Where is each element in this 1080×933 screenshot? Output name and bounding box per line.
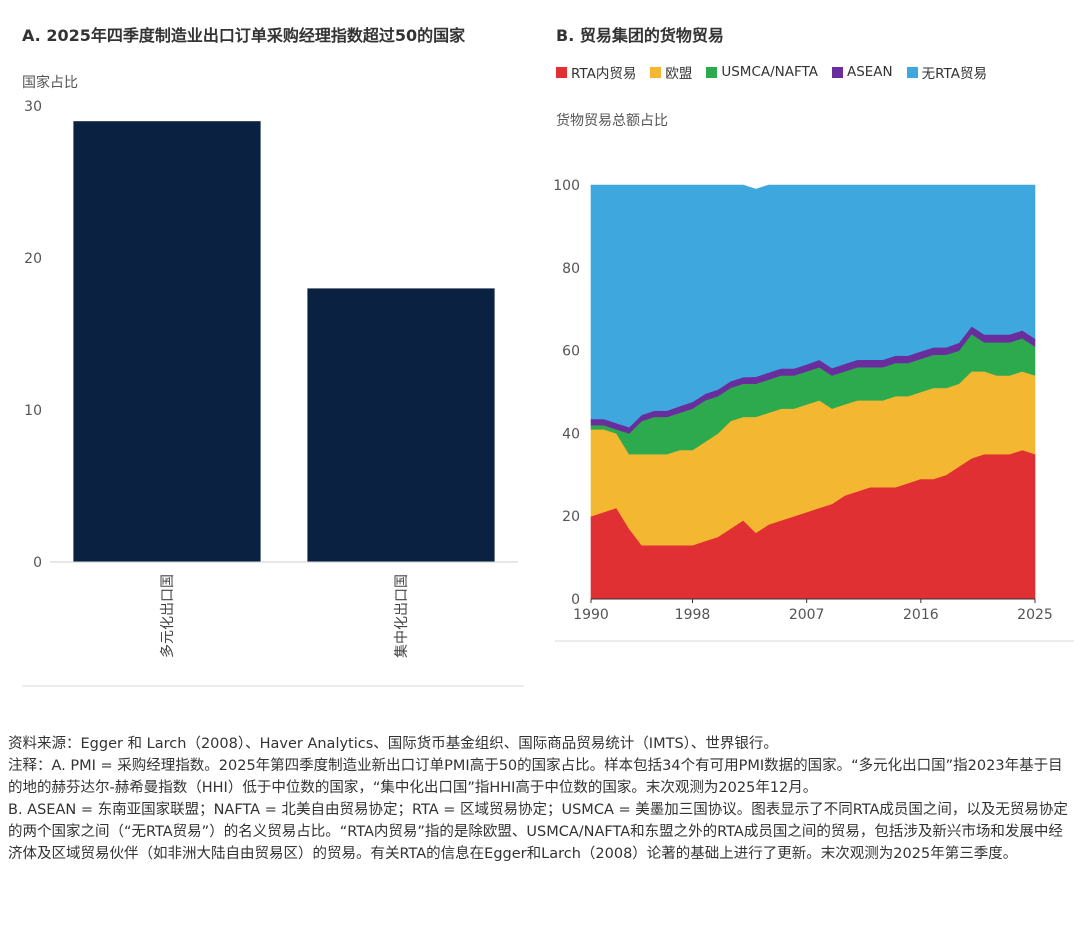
legend-swatch xyxy=(906,66,918,78)
x-tick-label: 2016 xyxy=(903,607,939,623)
note-a: 注释：A. PMI = 采购经理指数。2025年第四季度制造业新出口订单PMI高… xyxy=(8,758,1063,796)
legend-item: RTA内贸易 xyxy=(556,62,636,82)
legend-label: 欧盟 xyxy=(665,66,693,82)
bar-2 xyxy=(307,288,495,562)
legend-label: RTA内贸易 xyxy=(571,66,637,82)
panel-a-title: A. 2025年四季度制造业出口订单采购经理指数超过50的国家 xyxy=(22,26,466,45)
x-tick-label: 多元化出口国 xyxy=(159,574,176,658)
x-tick-label: 集中化出口国 xyxy=(393,574,410,658)
legend-swatch xyxy=(556,66,567,78)
legend-item: 欧盟 xyxy=(650,62,692,82)
x-tick-label: 2007 xyxy=(789,607,825,623)
legend-item: 无RTA贸易 xyxy=(906,62,987,82)
source-note: 资料来源：Egger 和 Larch（2008）、Haver Analytics… xyxy=(8,736,778,752)
panel-b-title: B. 贸易集团的货物贸易 xyxy=(556,26,724,45)
legend-item: ASEAN xyxy=(831,62,893,82)
area-series-5 xyxy=(590,184,1036,428)
panel-a-bar-chart: 0 10 20 30 多元化出口国 集中化出口国 xyxy=(22,99,524,687)
y-tick-label: 40 xyxy=(562,426,580,442)
note-b: B. ASEAN = 东南亚国家联盟；NAFTA = 北美自由贸易协定；RTA … xyxy=(8,802,1068,862)
legend-item: USMCA/NAFTA xyxy=(706,62,818,82)
panel-b-area-chart: 0 20 40 60 80 100 1990 1998 2007 2016 2025 xyxy=(553,178,1074,642)
y-tick-label: 100 xyxy=(553,178,580,194)
x-tick-label: 1998 xyxy=(675,607,711,623)
legend-label: 无RTA贸易 xyxy=(921,66,987,82)
y-tick-label: 10 xyxy=(24,403,42,419)
legend-label: USMCA/NAFTA xyxy=(721,64,818,80)
y-tick-label: 20 xyxy=(562,509,580,525)
y-tick-label: 60 xyxy=(562,344,580,360)
y-tick-label: 20 xyxy=(24,251,42,267)
panel-a-ylabel: 国家占比 xyxy=(22,75,78,91)
x-tick-label: 1990 xyxy=(573,607,609,623)
legend-label: ASEAN xyxy=(846,64,893,80)
panel-b-ylabel: 货物贸易总额占比 xyxy=(556,113,668,129)
bar-1 xyxy=(73,121,261,562)
legend-swatch xyxy=(706,66,718,78)
legend-swatch xyxy=(831,66,843,78)
panel-b-legend: RTA内贸易 欧盟 USMCA/NAFTA ASEAN 无RTA贸易 xyxy=(556,62,987,82)
y-tick-label: 0 xyxy=(571,592,580,608)
y-tick-label: 30 xyxy=(24,99,42,115)
y-tick-label: 80 xyxy=(562,261,580,277)
x-tick-label: 2025 xyxy=(1017,607,1053,623)
legend-swatch xyxy=(650,66,662,78)
y-tick-label: 0 xyxy=(33,555,42,571)
notes-section: 资料来源：Egger 和 Larch（2008）、Haver Analytics… xyxy=(8,733,1072,865)
